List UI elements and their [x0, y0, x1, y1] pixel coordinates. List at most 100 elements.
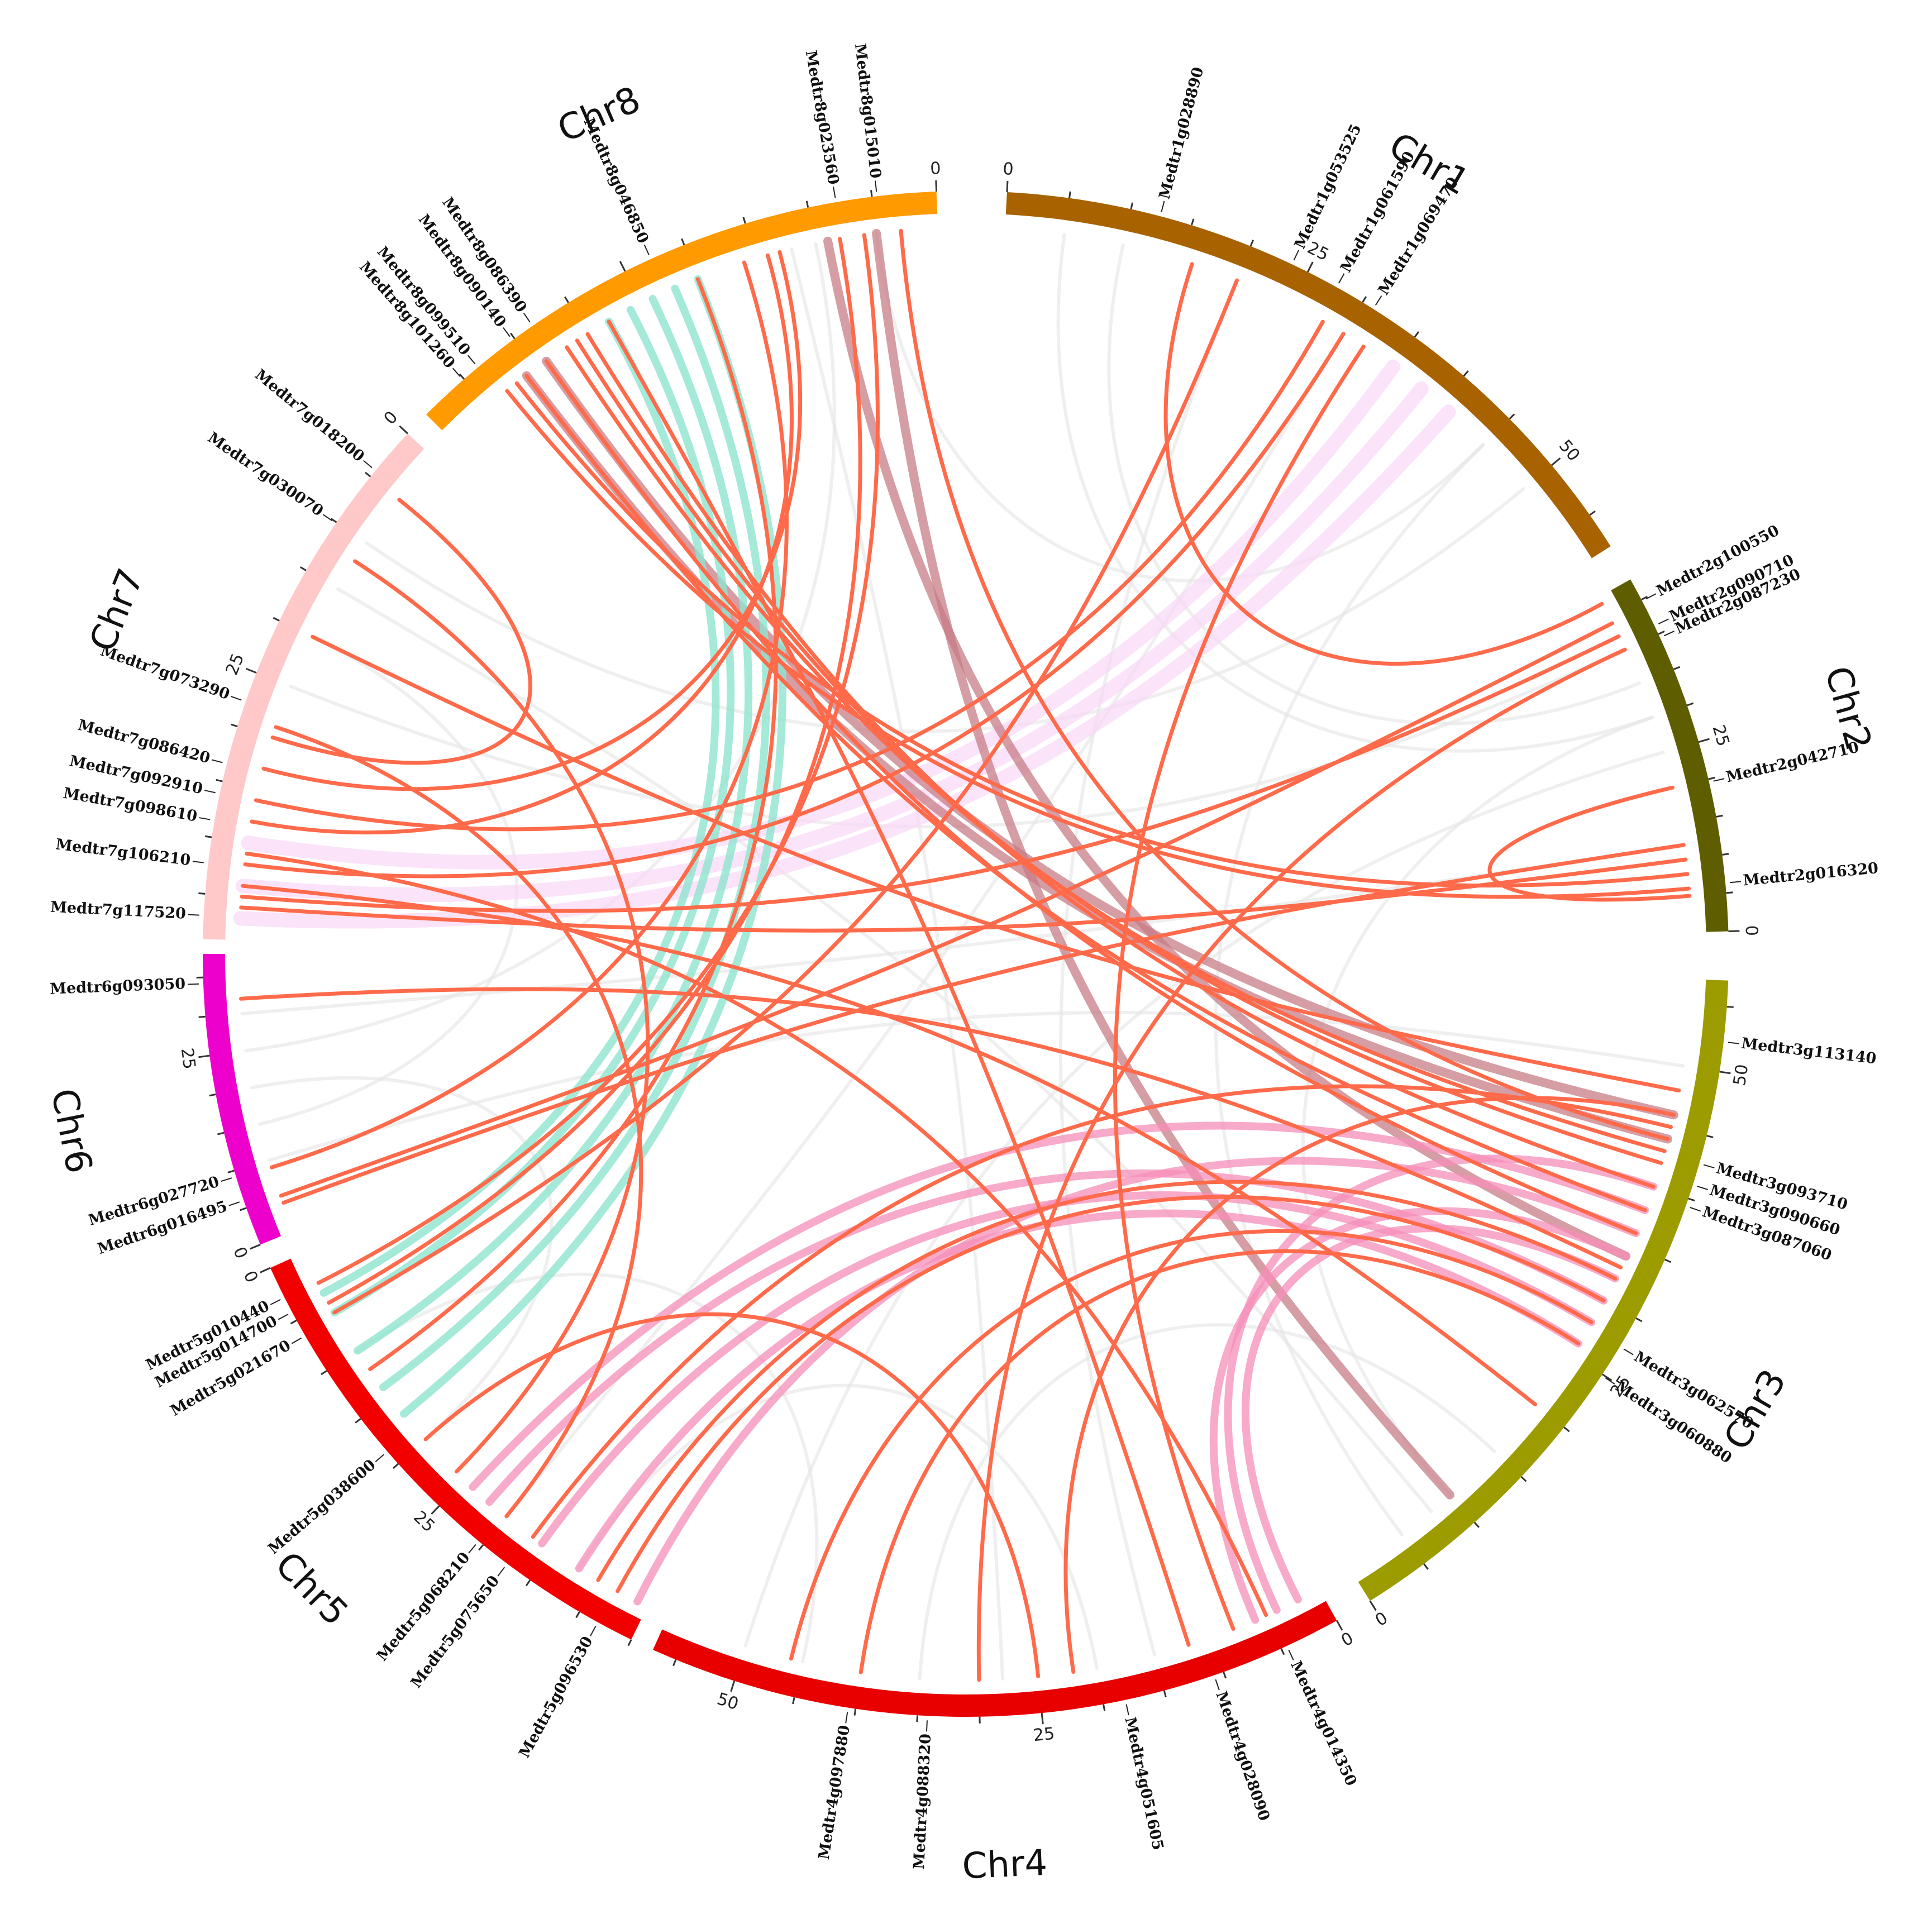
highlight-link: [607, 319, 1191, 1647]
tick-mark: [290, 1319, 297, 1325]
tick-mark: [619, 261, 626, 272]
rose-link: [522, 371, 1672, 1144]
highlight-link: [243, 332, 1346, 879]
tick-label: 0: [1372, 1608, 1391, 1631]
gene-label: Medtr3g062570: [1631, 1348, 1756, 1433]
gene-marker: [833, 187, 836, 198]
tick-mark: [217, 1132, 225, 1135]
tick-mark: [245, 667, 257, 674]
tick-mark: [1463, 370, 1469, 377]
teal-link: [354, 295, 752, 1355]
gene-marker: [1125, 1704, 1129, 1716]
tick-mark: [1722, 853, 1729, 856]
highlight-link: [585, 332, 1656, 1189]
highlight-link: [279, 621, 1614, 1198]
tick-mark: [478, 1544, 484, 1551]
gene-marker: [497, 1567, 505, 1577]
gene-marker: [231, 696, 242, 701]
pink-link: [485, 1169, 1608, 1506]
gene-marker: [452, 367, 461, 377]
tick-mark: [742, 217, 746, 224]
gene-marker: [1690, 1206, 1701, 1212]
tick-mark: [198, 1015, 206, 1018]
tick-mark: [1673, 666, 1681, 670]
tick-mark: [393, 1463, 399, 1469]
gene-label: Medtr2g016320: [1742, 860, 1879, 889]
tick-mark: [1726, 1005, 1734, 1008]
tick-mark: [870, 190, 873, 197]
tick-mark: [1190, 218, 1195, 226]
grey-link: [268, 1011, 1685, 1162]
grey-link: [577, 1383, 1099, 1670]
highlight-link: [250, 253, 794, 835]
gene-label: Medtr3g113140: [1740, 1035, 1877, 1068]
tick-mark: [299, 566, 307, 571]
ideogram-chr7: [203, 433, 424, 940]
highlight-link: [1063, 1096, 1676, 1674]
tick-mark: [1698, 738, 1710, 743]
highlight-link: [1487, 785, 1692, 902]
tick-label: 50: [1555, 436, 1583, 465]
gene-label: Medtr1g028890: [1156, 65, 1208, 201]
tick-mark: [1602, 1373, 1613, 1381]
gene-marker: [1215, 1679, 1220, 1691]
gene-label: Medtr4g051605: [1121, 1716, 1166, 1852]
tick-mark: [1280, 1648, 1285, 1655]
gene-label: Medtr2g042710: [1724, 738, 1861, 786]
gene-marker: [322, 514, 333, 522]
gene-marker: [204, 790, 216, 794]
highlight-link: [565, 345, 1667, 1153]
tick-mark: [399, 425, 408, 435]
tick-mark: [1719, 1071, 1731, 1075]
tick-label: 0: [380, 408, 402, 429]
tick-mark: [321, 1370, 327, 1376]
gene-marker: [1623, 1348, 1634, 1355]
highlight-link: [239, 987, 1623, 1269]
pink-link: [538, 1191, 1596, 1548]
chromosome-name-chr6: Chr6: [42, 1085, 99, 1177]
tick-mark: [198, 1054, 210, 1058]
tick-mark: [730, 1681, 736, 1692]
tick-mark: [805, 201, 809, 208]
ideogram-chr5: [270, 1258, 641, 1640]
ideogram-chr3: [1358, 980, 1729, 1601]
tick-mark: [1223, 1672, 1227, 1679]
tick-mark: [364, 471, 371, 478]
lavender-link: [235, 381, 1429, 903]
tick-label: 25: [1709, 723, 1733, 748]
tick-mark: [260, 1267, 271, 1273]
highlight-link: [274, 725, 643, 1519]
tick-mark: [209, 1094, 216, 1097]
highlight-link: [789, 1229, 1594, 1661]
gene-label: Medtr8g015010: [851, 42, 884, 179]
grey-link: [250, 1076, 554, 1441]
gene-marker: [1645, 593, 1657, 600]
tick-label: 25: [1032, 1724, 1055, 1746]
gene-marker: [1605, 1377, 1615, 1385]
highlight-link: [240, 634, 1621, 913]
tick-mark: [575, 1611, 580, 1619]
highlight-link: [858, 1249, 1581, 1674]
tick-label: 0: [1742, 925, 1762, 936]
gene-marker: [1161, 201, 1165, 212]
highlight-link: [245, 851, 1268, 1617]
tick-mark: [1414, 331, 1420, 338]
gene-marker: [1713, 778, 1725, 782]
gene-label: Medtr7g073290: [98, 642, 232, 704]
grey-link: [1214, 443, 1485, 1536]
gene-marker: [845, 1712, 848, 1724]
tick-mark: [853, 1708, 857, 1716]
gene-label: Medtr4g028090: [1212, 1689, 1272, 1823]
tick-label: 0: [240, 1268, 262, 1286]
highlight-link: [270, 498, 532, 765]
gene-marker: [467, 355, 476, 365]
grey-link: [1107, 243, 1642, 725]
ideogram-chr4: [653, 1601, 1337, 1717]
gene-label: Medtr7g018200: [251, 366, 368, 465]
gene-label: Medtr4g097880: [815, 1724, 853, 1861]
grey-link: [875, 231, 1485, 583]
gene-labels: Chr1Medtr1g069470Medtr1g061590Medtr1g053…: [42, 42, 1879, 1887]
gene-label: Medtr4g088320: [910, 1733, 934, 1869]
tick-mark: [250, 1244, 261, 1250]
tick-label: 0: [930, 159, 941, 179]
